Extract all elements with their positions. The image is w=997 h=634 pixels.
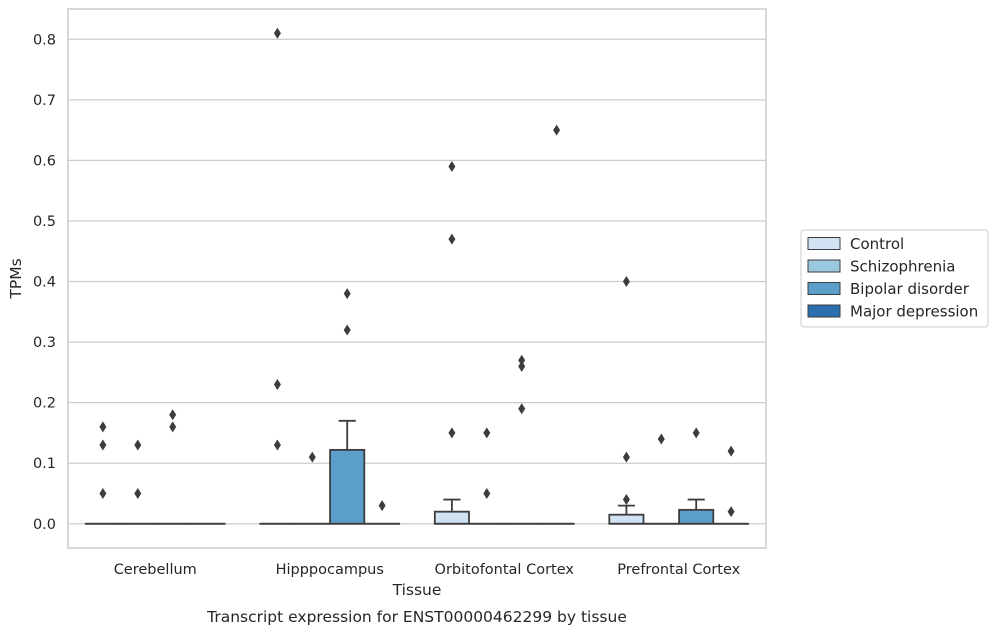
outlier-point (273, 439, 281, 451)
outlier-point (448, 160, 456, 172)
box-control (608, 504, 645, 525)
outlier-point (622, 494, 630, 506)
legend: Control Schizophrenia Bipolar disorder Majo… (800, 229, 989, 328)
outlier-point (727, 445, 735, 457)
outlier-points (99, 27, 735, 518)
x-tick-label: Cerebellum (114, 562, 197, 578)
y-axis-label: TPMs (7, 258, 25, 299)
outlier-point (99, 439, 107, 451)
y-tick-label: 0.7 (33, 93, 56, 109)
y-tick-label: 0.4 (33, 275, 56, 291)
legend-label: Control (850, 235, 904, 253)
legend-label: Schizophrenia (850, 258, 955, 276)
x-tick-label: Orbitofontal Cortex (435, 562, 575, 578)
plot-frame (67, 8, 767, 549)
outlier-point (622, 451, 630, 463)
legend-label: Bipolar disorder (850, 280, 970, 298)
outlier-point (622, 276, 630, 288)
outlier-point (99, 421, 107, 433)
outlier-point (378, 500, 386, 512)
legend-swatch (807, 259, 841, 273)
box-plots (84, 419, 750, 525)
outlier-point (518, 403, 526, 415)
outlier-point (727, 506, 735, 518)
legend-swatch (807, 237, 841, 250)
outlier-point (343, 288, 351, 300)
outlier-point (169, 409, 177, 421)
x-tick-labels: Cerebellum Hipppocampus Orbitofontal Corte… (114, 562, 741, 578)
outlier-point (99, 487, 107, 499)
outlier-point (169, 421, 177, 433)
outlier-point (273, 27, 281, 39)
outlier-point (483, 487, 491, 499)
outlier-point (308, 451, 316, 463)
legend-label: Major depression (850, 303, 978, 321)
legend-frame (800, 229, 989, 328)
box-body (608, 513, 645, 525)
legend-swatch (807, 282, 841, 295)
box-body (329, 448, 366, 525)
chart-caption: Transcript expression for ENST0000046229… (206, 608, 627, 626)
outlier-point (518, 360, 526, 372)
box-bipolar-disorder (329, 419, 366, 525)
grid-lines (68, 38, 766, 525)
y-tick-label: 0.2 (33, 396, 56, 412)
outlier-point (448, 427, 456, 439)
outlier-point (483, 427, 491, 439)
box-body (678, 508, 715, 525)
outlier-point (134, 439, 142, 451)
y-tick-label: 0.6 (33, 153, 56, 169)
outlier-point (657, 433, 665, 445)
box-bipolar-disorder (678, 498, 715, 525)
y-tick-label: 0.3 (33, 335, 56, 351)
outlier-point (692, 427, 700, 439)
outlier-point (518, 354, 526, 366)
outlier-point (448, 233, 456, 245)
y-tick-label: 0.0 (33, 517, 56, 533)
outlier-point (553, 124, 561, 136)
x-tick-label: Hipppocampus (276, 562, 384, 578)
legend-swatch (807, 304, 841, 318)
outlier-point (273, 378, 281, 390)
y-tick-label: 0.8 (33, 32, 56, 48)
box-body (433, 510, 470, 525)
x-tick-label: Prefrontal Cortex (617, 562, 740, 578)
y-tick-label: 0.5 (33, 214, 56, 230)
x-axis-label: Tissue (392, 581, 442, 599)
y-tick-label: 0.1 (33, 456, 56, 472)
outlier-point (343, 324, 351, 336)
box-control (433, 498, 470, 525)
outlier-point (134, 487, 142, 499)
y-tick-labels: 0.0 0.1 0.2 0.3 0.4 0.5 0.6 0.7 0.8 (33, 32, 56, 532)
